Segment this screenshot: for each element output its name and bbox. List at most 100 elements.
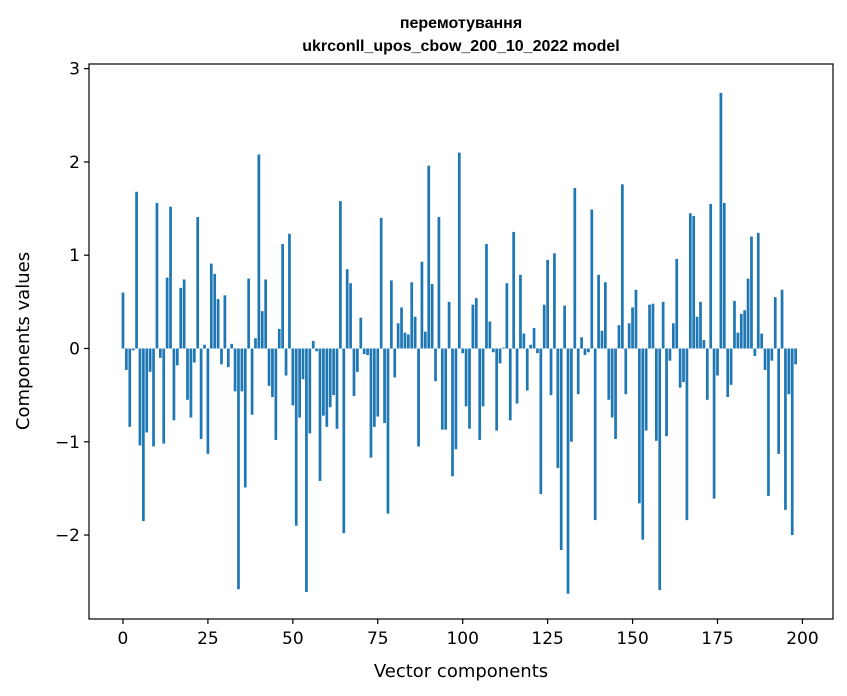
bar [281,244,284,348]
bar [716,349,719,376]
bar [550,349,553,396]
bar [274,349,277,440]
bar [424,332,427,349]
bar [475,298,478,348]
bar [499,349,502,364]
bar [159,349,162,358]
bar [590,210,593,349]
bar [288,234,291,349]
bar [196,217,199,349]
bar [220,349,223,365]
bar [747,279,750,349]
bar [285,349,288,376]
bar [448,302,451,349]
bar [254,338,257,348]
bar [183,279,186,348]
bar [539,349,542,495]
bar [607,349,610,400]
bar [234,349,237,392]
bar [441,349,444,430]
bar [353,349,356,397]
bar [472,305,475,349]
bar [190,349,193,418]
bar [173,349,176,421]
bar [366,349,369,356]
bar [675,259,678,349]
bar [560,349,563,550]
bar [713,349,716,499]
x-axis-label: Vector components [374,661,548,682]
bar [573,188,576,348]
chart-title: перемотування [400,15,522,32]
y-tick-label: 1 [69,246,80,266]
bar [686,349,689,521]
y-tick-label: −2 [55,526,80,546]
x-tick-label: 100 [446,629,478,649]
bar [230,344,233,349]
bar [271,349,274,398]
bar [672,323,675,348]
x-tick-label: 125 [531,629,563,649]
bar [604,282,607,348]
bar [431,284,434,348]
bar [580,337,583,348]
bar [390,280,393,348]
bar [662,302,665,349]
bar-chart: перемотування ukrconll_upos_cbow_200_10_… [0,0,847,696]
bar [421,262,424,349]
bar [278,329,281,349]
bar [529,345,532,349]
bar [750,237,753,349]
bar [135,192,138,349]
bar [308,349,311,434]
bar [495,349,498,431]
bar [587,349,590,353]
bar [128,349,131,427]
bar [217,299,220,348]
bar [332,349,335,396]
bar [726,349,729,398]
bar [241,349,244,392]
bar [669,349,672,361]
bar [638,349,641,504]
bar [414,317,417,349]
bar [770,349,773,361]
y-tick-label: 2 [69,153,80,173]
bar [210,264,213,349]
bar [393,349,396,378]
bar [781,290,784,349]
bar [536,349,539,354]
bar [162,349,165,444]
bar [305,349,308,592]
bar [628,323,631,348]
bar [224,295,227,348]
bar [764,349,767,370]
bar [132,349,135,351]
bar [787,349,790,395]
bar [213,274,216,349]
x-tick-label: 175 [701,629,733,649]
bar [268,349,271,386]
bar [291,349,294,406]
bar [325,349,328,427]
bar [794,349,797,365]
bar [594,349,597,521]
bar [295,349,298,526]
x-tick-label: 200 [786,629,818,649]
bar [455,349,458,450]
y-tick-label: 0 [69,339,80,359]
bar [774,297,777,348]
bar [502,348,505,349]
bar [567,349,570,594]
bar [618,325,621,348]
x-tick-label: 150 [616,629,648,649]
bar [665,349,668,437]
bar [658,349,661,591]
bar [482,349,485,407]
bar [298,349,301,418]
bar [760,334,763,349]
bar [370,349,373,458]
bar [689,213,692,348]
y-axis-label: Components values [13,252,34,430]
bar [346,269,349,348]
